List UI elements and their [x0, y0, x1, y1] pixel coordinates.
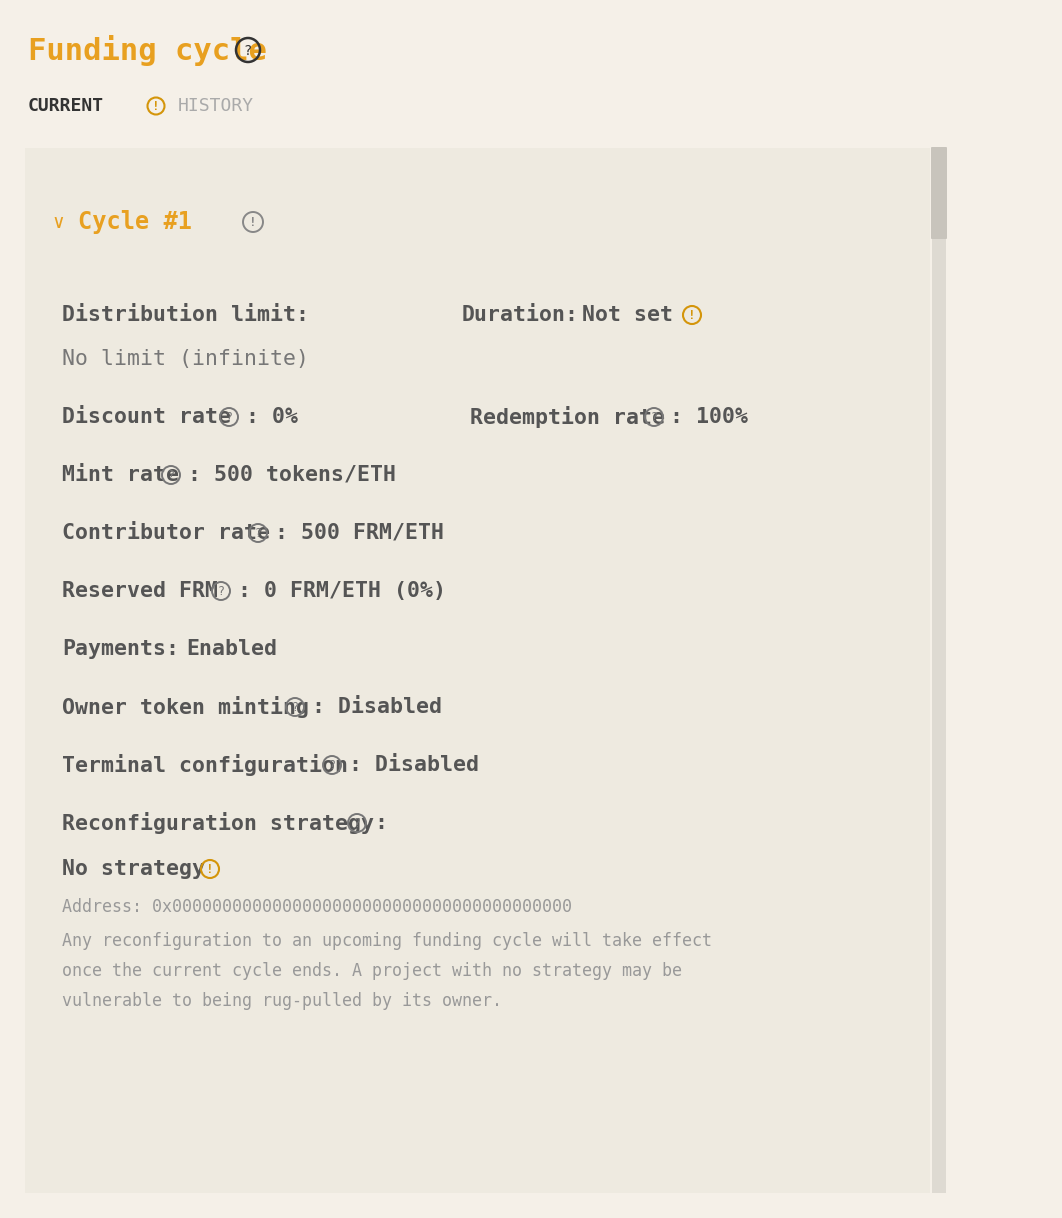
Text: : Disabled: : Disabled	[349, 755, 479, 775]
Text: vulnerable to being rug-pulled by its owner.: vulnerable to being rug-pulled by its ow…	[62, 991, 502, 1010]
Text: Not set: Not set	[582, 304, 673, 325]
Text: Any reconfiguration to an upcoming funding cycle will take effect: Any reconfiguration to an upcoming fundi…	[62, 932, 712, 950]
Text: Reconfiguration strategy: Reconfiguration strategy	[62, 812, 374, 834]
Text: ?: ?	[225, 412, 233, 424]
Text: ?: ?	[168, 469, 174, 482]
Text: Enabled: Enabled	[186, 639, 277, 659]
Text: Reserved FRM: Reserved FRM	[62, 581, 218, 600]
Text: !: !	[688, 309, 696, 323]
Text: : Disabled: : Disabled	[312, 697, 442, 717]
Text: Payments:: Payments:	[62, 639, 179, 659]
Text: : 0 FRM/ETH (0%): : 0 FRM/ETH (0%)	[238, 581, 446, 600]
Text: CURRENT: CURRENT	[28, 97, 104, 114]
Text: : 0%: : 0%	[246, 407, 298, 428]
Text: ?: ?	[650, 412, 657, 424]
Text: ?: ?	[218, 586, 224, 598]
Text: Distribution limit:: Distribution limit:	[62, 304, 309, 325]
Text: ?: ?	[291, 702, 298, 714]
Text: Redemption rate: Redemption rate	[470, 406, 665, 428]
Text: ?: ?	[244, 44, 252, 57]
Text: Address: 0x0000000000000000000000000000000000000000: Address: 0x00000000000000000000000000000…	[62, 898, 572, 916]
Text: : 500 tokens/ETH: : 500 tokens/ETH	[188, 465, 396, 485]
Text: Duration:: Duration:	[462, 304, 579, 325]
Text: :: :	[374, 812, 387, 833]
Text: !: !	[152, 100, 159, 113]
Text: Funding cycle: Funding cycle	[28, 34, 267, 66]
Text: Cycle #1: Cycle #1	[78, 209, 192, 234]
FancyBboxPatch shape	[932, 149, 946, 1192]
Text: ?: ?	[255, 527, 261, 541]
Text: ?: ?	[354, 817, 361, 831]
Text: Contributor rate: Contributor rate	[62, 523, 270, 543]
Text: once the current cycle ends. A project with no strategy may be: once the current cycle ends. A project w…	[62, 962, 682, 980]
FancyBboxPatch shape	[931, 147, 947, 239]
FancyBboxPatch shape	[25, 149, 930, 1192]
Text: Mint rate: Mint rate	[62, 465, 179, 485]
Text: No limit (infinite): No limit (infinite)	[62, 350, 309, 369]
Text: : 500 FRM/ETH: : 500 FRM/ETH	[275, 523, 444, 543]
Text: No strategy: No strategy	[62, 859, 205, 879]
Text: HISTORY: HISTORY	[178, 97, 254, 114]
Text: Discount rate: Discount rate	[62, 407, 232, 428]
Text: !: !	[206, 864, 213, 876]
Text: ?: ?	[328, 759, 336, 772]
Text: Terminal configuration: Terminal configuration	[62, 754, 348, 776]
Text: !: !	[250, 217, 257, 229]
Text: : 100%: : 100%	[670, 407, 748, 428]
Text: ∨: ∨	[52, 212, 64, 231]
Text: Owner token minting: Owner token minting	[62, 695, 309, 717]
